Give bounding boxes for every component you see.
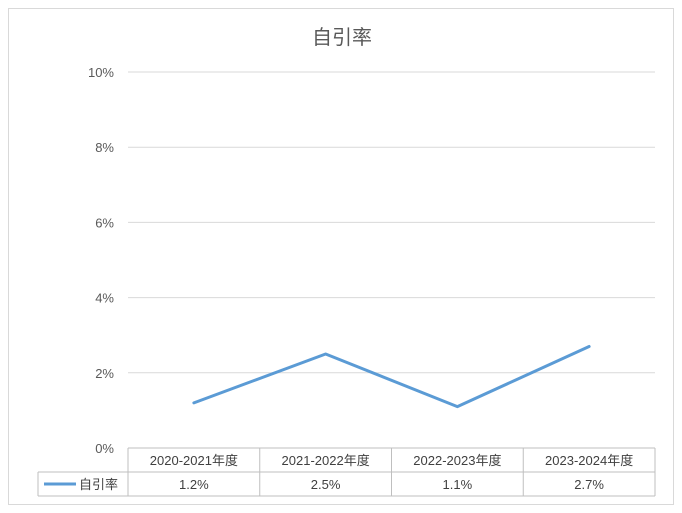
category-label: 2021-2022年度 (282, 453, 370, 468)
legend-label: 自引率 (79, 477, 118, 492)
gridlines (128, 71, 655, 374)
y-tick-label: 10% (88, 65, 114, 80)
chart-frame (8, 8, 674, 505)
data-value-label: 2.7% (574, 477, 604, 492)
data-value-label: 1.2% (179, 477, 209, 492)
chart-title: 自引率 (312, 26, 372, 49)
series-lines (192, 344, 591, 409)
category-label: 2020-2021年度 (150, 453, 238, 468)
y-tick-label: 2% (95, 366, 114, 381)
category-label: 2022-2023年度 (413, 453, 501, 468)
y-tick-label: 6% (95, 215, 114, 230)
data-value-label: 1.1% (443, 477, 473, 492)
y-axis-ticks: 0% 2% 4% 6% 8% 10% (88, 65, 114, 456)
y-tick-label: 0% (95, 441, 114, 456)
data-value-label: 2.5% (311, 477, 341, 492)
data-table: 2020-2021年度 2021-2022年度 2022-2023年度 2023-20… (37, 447, 656, 497)
category-label: 2023-2024年度 (545, 453, 633, 468)
y-tick-label: 8% (95, 140, 114, 155)
y-tick-label: 4% (95, 291, 114, 306)
series-line (192, 344, 591, 409)
